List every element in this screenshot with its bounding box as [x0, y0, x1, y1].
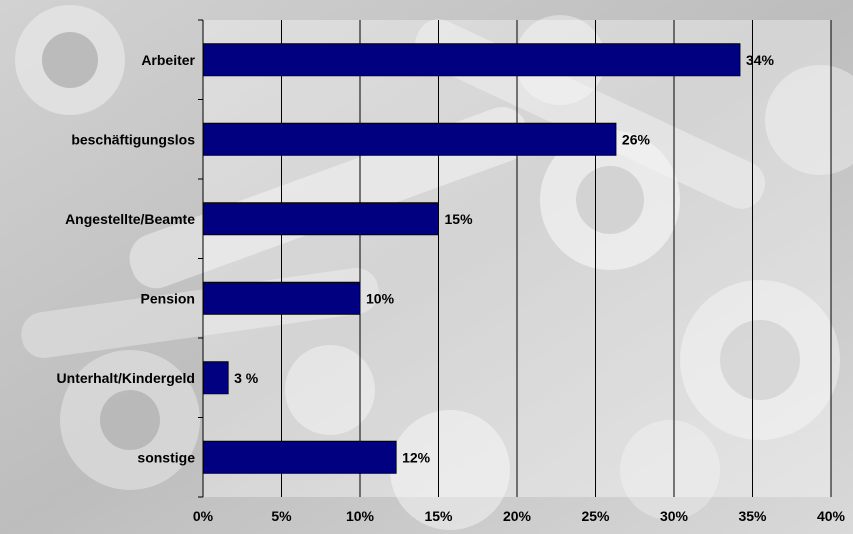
- x-tick-label: 10%: [346, 508, 375, 524]
- bar: [202, 43, 741, 77]
- x-tick-label: 15%: [424, 508, 453, 524]
- category-label: Unterhalt/Kindergeld: [57, 370, 195, 386]
- x-tick-label: 5%: [271, 508, 292, 524]
- category-label: beschäftigungslos: [71, 131, 195, 147]
- bar: [202, 361, 229, 395]
- x-tick-label: 20%: [503, 508, 532, 524]
- bars: [202, 43, 741, 474]
- category-label: sonstige: [137, 449, 195, 465]
- x-tick-label: 25%: [581, 508, 610, 524]
- data-label: 3 %: [234, 370, 259, 386]
- bar: [202, 202, 439, 236]
- x-tick-label: 40%: [817, 508, 846, 524]
- x-tick-labels: 0% 5% 10% 15% 20% 25% 30% 35% 40%: [193, 508, 846, 524]
- axes: [198, 19, 204, 498]
- data-labels: 34% 26% 15% 10% 3 % 12%: [234, 52, 774, 466]
- x-tick-label: 30%: [660, 508, 689, 524]
- bar: [202, 440, 397, 474]
- bar: [202, 281, 361, 315]
- data-label: 26%: [622, 131, 651, 147]
- x-tick-label: 35%: [738, 508, 767, 524]
- bar: [202, 122, 617, 156]
- category-label: Pension: [141, 290, 195, 306]
- gridlines: [281, 20, 832, 497]
- category-labels: Arbeiter beschäftigungslos Angestellte/Bea…: [57, 52, 196, 466]
- category-label: Angestellte/Beamte: [65, 211, 195, 227]
- data-label: 15%: [445, 211, 474, 227]
- x-tick-label: 0%: [193, 508, 214, 524]
- category-label: Arbeiter: [141, 52, 195, 68]
- data-label: 34%: [746, 52, 775, 68]
- data-label: 12%: [402, 449, 431, 465]
- data-label: 10%: [366, 290, 395, 306]
